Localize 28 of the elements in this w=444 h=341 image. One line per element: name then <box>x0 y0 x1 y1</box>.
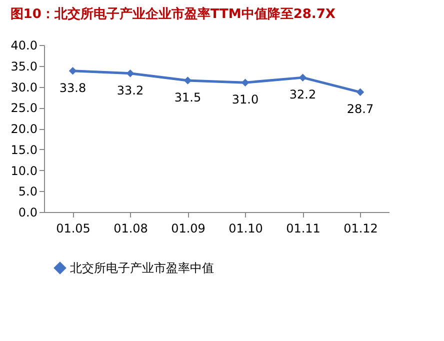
x-tick-label: 01.09 <box>171 222 206 236</box>
x-tick-label: 01.08 <box>114 222 148 236</box>
y-tick-label: 35.0 <box>10 59 38 74</box>
x-tick-label: 01.05 <box>56 222 90 236</box>
data-label: 33.8 <box>59 80 86 95</box>
data-label: 32.2 <box>289 88 316 102</box>
y-tick-label: 25.0 <box>10 101 38 116</box>
point <box>68 67 77 75</box>
x-tick-label: 01.11 <box>286 222 320 236</box>
point <box>356 88 364 96</box>
data-label: 33.2 <box>116 83 144 98</box>
legend-label: 北交所电子产业市盈率中值 <box>70 261 214 275</box>
data-label: 31.5 <box>174 90 202 104</box>
y-tick-label: 5.0 <box>18 184 38 199</box>
y-tick-label: 0.0 <box>18 206 38 220</box>
point <box>298 74 307 82</box>
point <box>126 70 134 78</box>
x-tick-label: 01.10 <box>228 222 263 236</box>
data-label: 31.0 <box>232 92 259 107</box>
y-tick-label: 40.0 <box>10 38 38 52</box>
y-tick-label: 10.0 <box>10 164 38 178</box>
y-tick-label: 15.0 <box>10 142 38 157</box>
data-label: 28.7 <box>346 102 374 116</box>
point <box>241 78 250 86</box>
y-tick-label: 20.0 <box>10 122 38 136</box>
y-tick-label: 30.0 <box>10 80 38 94</box>
x-tick-label: 01.12 <box>344 222 378 236</box>
chart-title: 图10：北交所电子产业企业市盈率TTM中值降至28.7X <box>10 6 336 22</box>
